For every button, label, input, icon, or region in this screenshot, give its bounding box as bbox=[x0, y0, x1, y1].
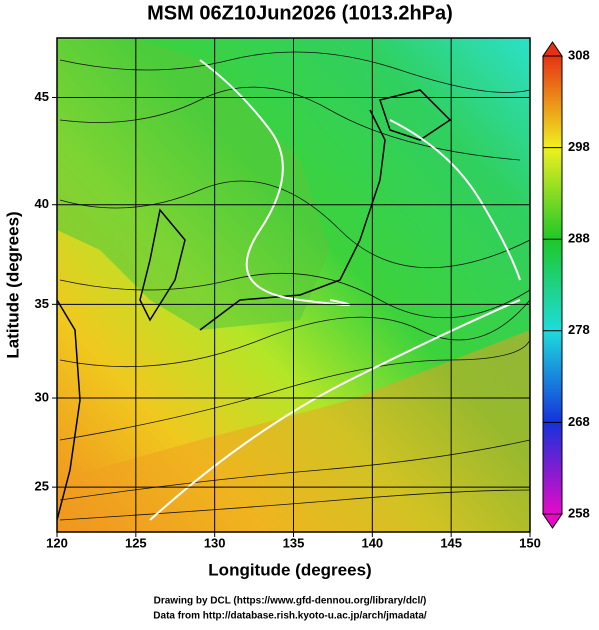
y-tick-label: 45 bbox=[35, 89, 49, 104]
x-tick-label: 135 bbox=[283, 535, 305, 550]
x-axis-label: Longitude (degrees) bbox=[208, 560, 371, 579]
x-tick-label: 140 bbox=[361, 535, 383, 550]
y-axis-label: Latitude (degrees) bbox=[3, 211, 22, 358]
y-tick-label: 30 bbox=[35, 389, 49, 404]
x-tick-label: 145 bbox=[440, 535, 462, 550]
colorbar-extend bbox=[542, 513, 563, 529]
colorbar-tick-label: 298 bbox=[568, 139, 590, 154]
colorbar-extend bbox=[542, 41, 563, 57]
chart-title: MSM 06Z10Jun2026 (1013.2hPa) bbox=[147, 2, 453, 24]
colorbar-tick-label: 258 bbox=[568, 505, 590, 520]
y-tick-label: 40 bbox=[35, 196, 49, 211]
x-tick-label: 130 bbox=[204, 535, 226, 550]
credit: Drawing by DCL (https://www.gfd-dennou.o… bbox=[154, 596, 427, 607]
y-tick-label: 25 bbox=[35, 479, 49, 494]
colorbar: 258 268 278 288 298 308 bbox=[542, 41, 590, 529]
x-tick-label: 125 bbox=[125, 535, 147, 550]
x-tick-label: 120 bbox=[46, 535, 68, 550]
y-tick-label: 35 bbox=[35, 296, 49, 311]
colorbar-tick-label: 268 bbox=[568, 414, 590, 429]
credit: Data from http://database.rish.kyoto-u.a… bbox=[153, 611, 427, 622]
colorbar-tick-label: 288 bbox=[568, 231, 590, 246]
colorbar-tick-label: 308 bbox=[568, 47, 590, 62]
x-tick-label: 150 bbox=[519, 535, 541, 550]
colorbar-scale bbox=[542, 55, 563, 515]
colorbar-tick-label: 278 bbox=[568, 322, 590, 337]
